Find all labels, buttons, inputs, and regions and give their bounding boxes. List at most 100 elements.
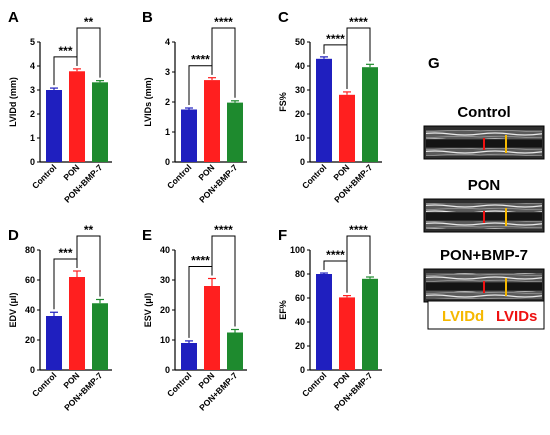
significance-bracket (346, 27, 371, 89)
significance-label: **** (214, 223, 233, 237)
bar-pon-bmp-7 (92, 303, 108, 370)
significance-label: **** (326, 32, 345, 46)
y-axis-label: ESV (μl) (143, 293, 153, 328)
y-tick-label: 80 (25, 245, 35, 255)
bar-pon (339, 297, 355, 370)
y-tick-label: 4 (165, 37, 170, 47)
y-tick-label: 30 (160, 275, 170, 285)
y-tick-label: 2 (30, 109, 35, 119)
echo-image (423, 125, 545, 160)
y-tick-label: 1 (30, 133, 35, 143)
echo-title: Control (457, 104, 510, 121)
bar-pon-bmp-7 (92, 82, 108, 162)
panel-label: A (8, 9, 19, 26)
y-tick-label: 60 (25, 275, 35, 285)
bar-pon-bmp-7 (227, 102, 243, 162)
significance-label: **** (191, 254, 210, 268)
y-tick-label: 20 (25, 335, 35, 345)
y-axis-label: EDV (μl) (8, 292, 18, 327)
y-tick-label: 80 (295, 269, 305, 279)
y-tick-label: 2 (165, 97, 170, 107)
bar-pon (339, 94, 355, 162)
y-tick-label: 60 (295, 293, 305, 303)
legend: LVIDd LVIDs (427, 300, 545, 330)
y-tick-label: 30 (295, 85, 305, 95)
y-tick-label: 40 (25, 305, 35, 315)
bar-pon (69, 71, 85, 162)
echo-title: PON+BMP-7 (440, 247, 528, 264)
bar-control (316, 274, 332, 370)
significance-label: **** (349, 223, 368, 237)
significance-label: **** (214, 15, 233, 29)
significance-label: **** (326, 248, 345, 262)
y-tick-label: 3 (165, 67, 170, 77)
y-tick-label: 0 (165, 157, 170, 167)
y-tick-label: 20 (295, 109, 305, 119)
category-label: PON (196, 370, 216, 390)
bar-control (316, 58, 332, 162)
significance-label: *** (58, 44, 72, 58)
significance-bracket (211, 27, 236, 98)
significance-label: *** (58, 246, 72, 260)
panel-label: E (142, 227, 152, 244)
bar-pon-bmp-7 (362, 67, 378, 162)
y-tick-label: 4 (30, 61, 35, 71)
y-tick-label: 40 (160, 245, 170, 255)
y-tick-label: 10 (295, 133, 305, 143)
y-tick-label: 0 (165, 365, 170, 375)
y-tick-label: 100 (290, 245, 305, 255)
bar-pon-bmp-7 (227, 332, 243, 370)
significance-label: ** (84, 223, 94, 237)
significance-bracket (76, 235, 101, 297)
category-label: PON (331, 370, 351, 390)
significance-label: **** (191, 53, 210, 67)
bar-pon-bmp-7 (362, 278, 378, 370)
panel-label: B (142, 9, 153, 26)
y-tick-label: 40 (295, 61, 305, 71)
y-tick-label: 0 (300, 157, 305, 167)
y-tick-label: 20 (160, 305, 170, 315)
significance-label: **** (349, 15, 368, 29)
bar-control (181, 343, 197, 370)
significance-bracket (76, 27, 101, 78)
y-tick-label: 3 (30, 85, 35, 95)
category-label: PON (61, 370, 81, 390)
echo-title: PON (468, 177, 501, 194)
y-tick-label: 5 (30, 37, 35, 47)
panel-label: G (428, 55, 440, 72)
category-label: PON (196, 162, 216, 182)
panel-label: C (278, 9, 289, 26)
panel-g: G Control PON PON+BMP-7 LVIDd LVIDs (423, 55, 545, 330)
echo-image (423, 198, 545, 233)
significance-label: ** (84, 15, 94, 29)
y-tick-label: 0 (30, 365, 35, 375)
panel-label: F (278, 227, 287, 244)
y-axis-label: FS% (278, 92, 288, 112)
bar-pon (204, 80, 220, 162)
legend-lvids: LVIDs (496, 308, 537, 325)
category-label: PON (61, 162, 81, 182)
y-tick-label: 1 (165, 127, 170, 137)
y-tick-label: 40 (295, 317, 305, 327)
bar-control (181, 109, 197, 162)
y-tick-label: 10 (160, 335, 170, 345)
y-axis-label: EF% (278, 300, 288, 320)
legend-lvidd: LVIDd (442, 308, 484, 325)
echo-image (423, 268, 545, 303)
y-axis-label: LVIDd (mm) (8, 77, 18, 127)
y-tick-label: 20 (295, 341, 305, 351)
significance-bracket (211, 235, 236, 327)
y-axis-label: LVIDs (mm) (143, 77, 153, 126)
significance-bracket (346, 235, 371, 293)
y-tick-label: 0 (300, 365, 305, 375)
bar-pon (69, 277, 85, 370)
y-tick-label: 0 (30, 157, 35, 167)
bar-control (46, 316, 62, 370)
category-label: PON (331, 162, 351, 182)
